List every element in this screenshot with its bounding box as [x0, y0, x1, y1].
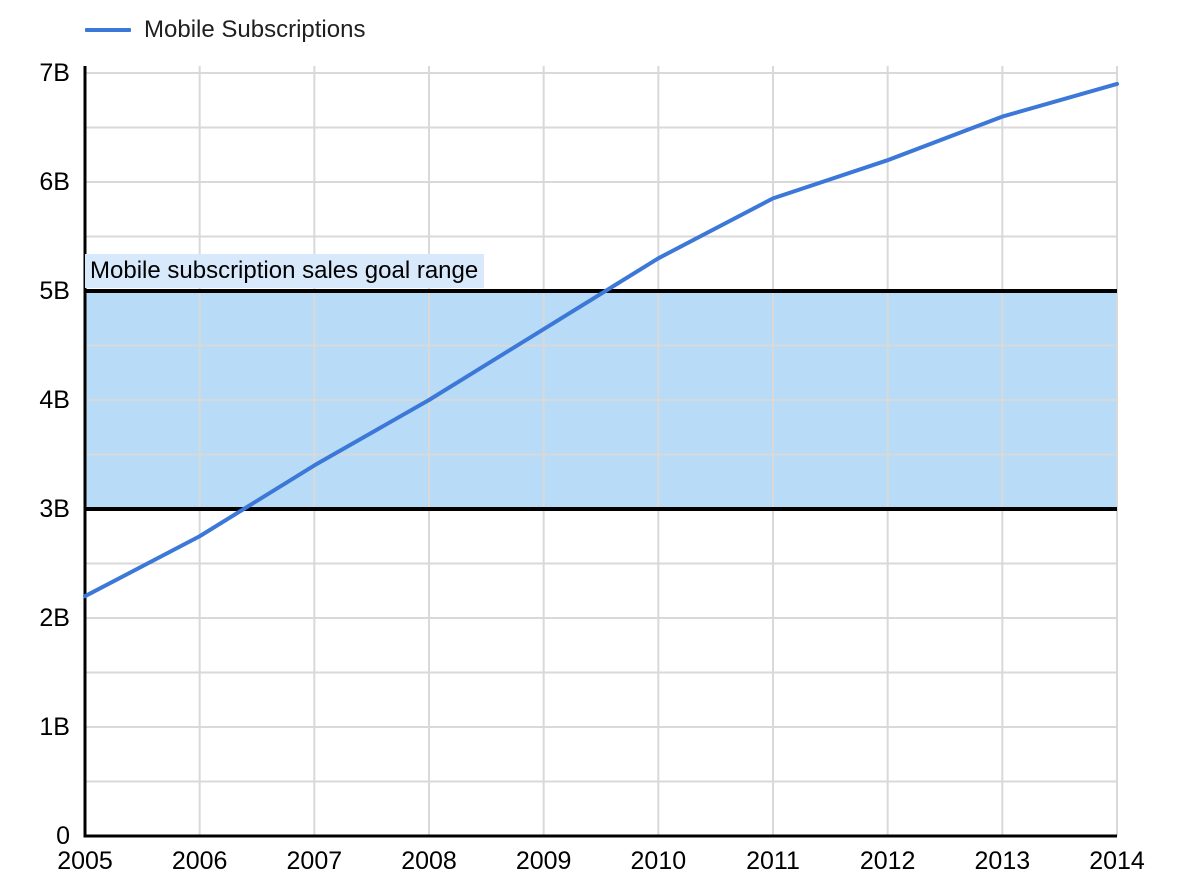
- x-axis-label: 2009: [515, 847, 572, 875]
- y-axis-label: 3B: [39, 495, 70, 523]
- y-axis-label: 2B: [39, 604, 70, 632]
- y-axis-label: 7B: [39, 59, 70, 87]
- x-axis-label: 2010: [630, 847, 687, 875]
- x-axis-label: 2008: [401, 847, 457, 875]
- x-axis-label: 2005: [57, 847, 113, 875]
- y-axis-label: 4B: [39, 386, 70, 414]
- mobile-subscriptions-series-line: [83, 81, 1119, 599]
- y-axis-label: 5B: [39, 277, 70, 305]
- legend: Mobile Subscriptions: [85, 16, 365, 44]
- y-axis-label: 1B: [39, 713, 70, 741]
- x-axis-label: 2013: [974, 847, 1031, 875]
- x-axis-label: 2006: [171, 847, 228, 875]
- y-axis-label: 0: [56, 822, 70, 850]
- x-axis-label: 2014: [1089, 847, 1145, 875]
- x-axis-label: 2011: [746, 847, 800, 875]
- x-axis-label: 2012: [859, 847, 916, 875]
- legend-label: Mobile Subscriptions: [144, 16, 366, 43]
- legend-line-swatch: [85, 28, 131, 32]
- x-axis-label: 2007: [286, 847, 343, 875]
- goal-range-label: Mobile subscription sales goal range: [85, 254, 485, 288]
- y-axis-label: 6B: [39, 168, 70, 196]
